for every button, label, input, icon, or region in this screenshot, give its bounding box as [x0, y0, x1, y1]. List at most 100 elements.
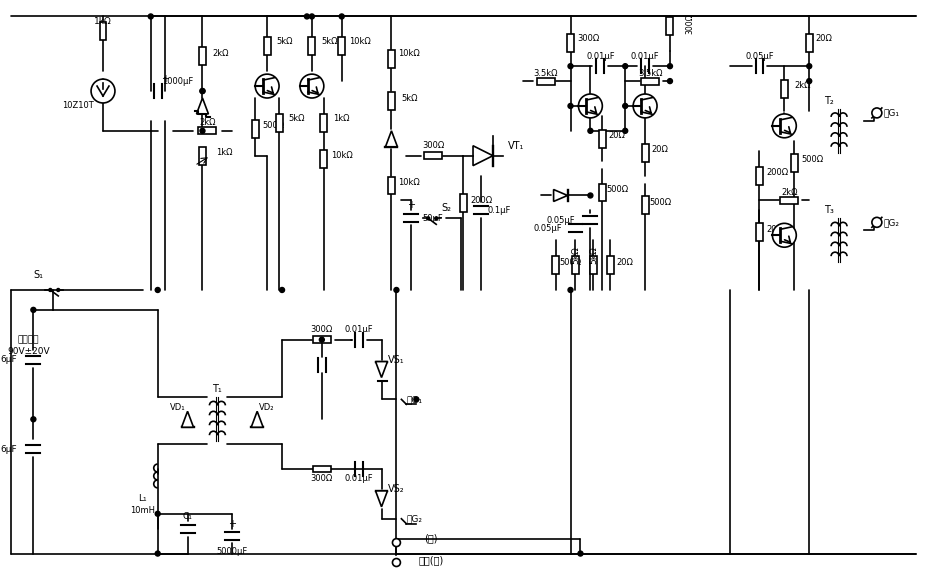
Text: 2kΩ: 2kΩ: [199, 119, 216, 127]
Text: 2kΩ: 2kΩ: [794, 80, 810, 89]
Polygon shape: [473, 146, 493, 166]
Circle shape: [588, 128, 593, 133]
Circle shape: [772, 114, 796, 138]
Text: 0.05μF: 0.05μF: [534, 224, 561, 233]
Text: 0.01μF: 0.01μF: [344, 325, 373, 334]
Text: 500Ω: 500Ω: [606, 185, 628, 194]
Text: 接G₂: 接G₂: [406, 514, 423, 523]
Circle shape: [304, 14, 309, 19]
Bar: [199, 47, 206, 65]
Text: T₁: T₁: [213, 384, 222, 394]
Bar: [264, 37, 271, 55]
Text: C₁: C₁: [182, 512, 192, 521]
Text: 300Ω: 300Ω: [311, 474, 333, 483]
Bar: [667, 18, 673, 35]
Circle shape: [155, 287, 160, 292]
Text: 20Ω: 20Ω: [816, 34, 832, 43]
Circle shape: [200, 88, 205, 93]
Bar: [100, 22, 106, 40]
Circle shape: [634, 94, 657, 118]
Circle shape: [807, 79, 812, 84]
Text: VS₂: VS₂: [388, 484, 405, 494]
Circle shape: [148, 14, 154, 19]
Polygon shape: [376, 491, 388, 507]
Circle shape: [578, 551, 583, 556]
Text: S₁: S₁: [33, 270, 43, 280]
Circle shape: [255, 74, 279, 98]
Bar: [781, 197, 798, 204]
Circle shape: [300, 74, 324, 98]
Text: 5kΩ: 5kΩ: [322, 37, 338, 46]
Text: 90V±20V: 90V±20V: [7, 347, 50, 356]
Text: 200Ω: 200Ω: [470, 196, 492, 205]
Circle shape: [31, 417, 36, 422]
Text: 0.01μF: 0.01μF: [631, 52, 660, 61]
Text: 10kΩ: 10kΩ: [349, 37, 371, 46]
Bar: [252, 120, 259, 138]
Text: 1kΩ: 1kΩ: [216, 148, 232, 157]
Bar: [590, 256, 597, 274]
Bar: [388, 92, 395, 110]
Circle shape: [155, 511, 160, 516]
Polygon shape: [196, 98, 208, 114]
Bar: [460, 194, 466, 213]
Text: 300Ω: 300Ω: [577, 34, 599, 43]
Circle shape: [872, 108, 882, 118]
Text: VS₁: VS₁: [388, 355, 405, 365]
Bar: [320, 150, 327, 168]
Text: VD₂: VD₂: [259, 403, 275, 412]
Bar: [572, 256, 579, 274]
Text: 0.01μF: 0.01μF: [586, 52, 614, 61]
Polygon shape: [553, 189, 568, 201]
Text: 5kΩ: 5kΩ: [589, 246, 598, 264]
Circle shape: [772, 223, 796, 247]
Circle shape: [588, 193, 593, 198]
Text: 10mH: 10mH: [130, 506, 155, 515]
Bar: [642, 144, 648, 162]
Circle shape: [435, 217, 438, 220]
Bar: [642, 197, 648, 214]
Text: 20Ω: 20Ω: [651, 145, 669, 154]
Text: T₃: T₃: [824, 205, 834, 215]
Text: 300Ω: 300Ω: [311, 325, 333, 334]
Text: 3.5kΩ: 3.5kΩ: [638, 68, 662, 78]
Circle shape: [31, 307, 36, 312]
Text: 300Ω: 300Ω: [685, 13, 695, 34]
Text: 5kΩ: 5kΩ: [277, 37, 293, 46]
Text: 2kΩ: 2kΩ: [781, 188, 797, 197]
Circle shape: [568, 104, 573, 108]
Bar: [320, 114, 327, 132]
Bar: [567, 34, 574, 52]
Circle shape: [392, 559, 401, 567]
Circle shape: [578, 94, 602, 118]
Bar: [598, 184, 606, 201]
Bar: [756, 223, 763, 241]
Bar: [756, 166, 763, 185]
Bar: [339, 37, 345, 55]
Text: 500Ω: 500Ω: [801, 155, 823, 164]
Circle shape: [807, 64, 812, 68]
Text: 1kΩ: 1kΩ: [334, 115, 350, 123]
Text: 5kΩ: 5kΩ: [571, 246, 580, 264]
Bar: [781, 80, 788, 98]
Text: 20Ω: 20Ω: [609, 131, 625, 140]
Circle shape: [426, 217, 430, 220]
Bar: [791, 154, 797, 172]
Bar: [199, 127, 216, 135]
Text: 10Z10T: 10Z10T: [62, 101, 94, 111]
Bar: [388, 50, 395, 68]
Circle shape: [623, 64, 628, 68]
Text: 输出(＋): 输出(＋): [419, 556, 444, 565]
Text: T₂: T₂: [824, 96, 834, 106]
Text: 0.05μF: 0.05μF: [746, 52, 774, 61]
Text: S₂: S₂: [441, 203, 451, 213]
Bar: [552, 256, 559, 274]
Text: 200Ω: 200Ω: [766, 168, 788, 177]
Text: 500Ω: 500Ω: [560, 258, 582, 267]
Text: 5kΩ: 5kΩ: [289, 115, 305, 123]
Circle shape: [155, 551, 160, 556]
Text: 300Ω: 300Ω: [422, 141, 444, 150]
Bar: [199, 146, 206, 165]
Circle shape: [623, 104, 628, 108]
Text: 200Ω: 200Ω: [766, 225, 788, 234]
